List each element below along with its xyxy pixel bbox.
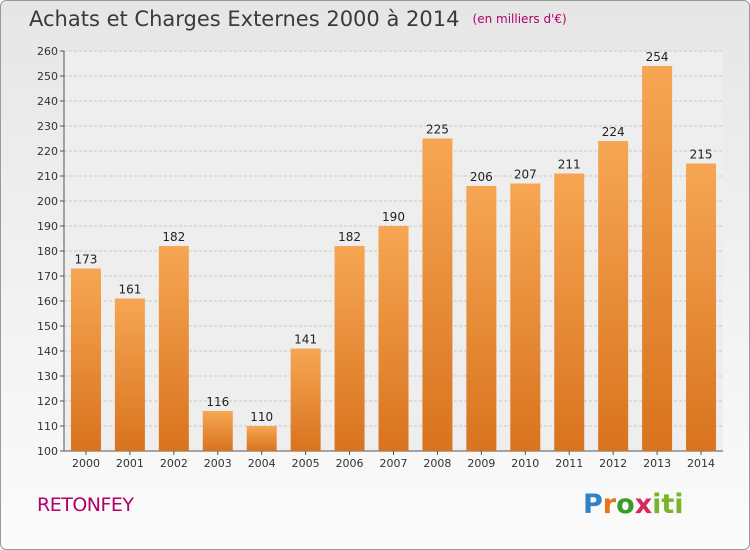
bar xyxy=(422,138,453,451)
bar xyxy=(466,186,497,451)
bar xyxy=(334,246,365,451)
data-label: 211 xyxy=(558,158,581,172)
y-tick-label: 260 xyxy=(37,45,58,58)
commune-name: RETONFEY xyxy=(37,494,134,516)
y-tick-label: 180 xyxy=(37,245,58,258)
y-tick-label: 100 xyxy=(37,445,58,458)
x-tick-label: 2001 xyxy=(116,457,144,470)
title-block: Achats et Charges Externes 2000 à 2014 (… xyxy=(29,7,567,31)
bar xyxy=(114,298,145,451)
y-tick-label: 170 xyxy=(37,270,58,283)
x-tick-label: 2008 xyxy=(423,457,451,470)
y-tick-label: 130 xyxy=(37,370,58,383)
x-tick-label: 2005 xyxy=(292,457,320,470)
data-label: 116 xyxy=(206,395,229,409)
y-tick-label: 220 xyxy=(37,145,58,158)
y-tick-label: 190 xyxy=(37,220,58,233)
x-tick-label: 2014 xyxy=(687,457,715,470)
x-tick-label: 2010 xyxy=(511,457,539,470)
x-tick-label: 2013 xyxy=(643,457,671,470)
data-label: 141 xyxy=(294,333,317,347)
x-tick-label: 2003 xyxy=(204,457,232,470)
data-label: 225 xyxy=(426,123,449,137)
y-tick-label: 160 xyxy=(37,295,58,308)
x-tick-label: 2009 xyxy=(467,457,495,470)
bar xyxy=(246,426,277,451)
x-tick-label: 2012 xyxy=(599,457,627,470)
y-tick-label: 120 xyxy=(37,395,58,408)
data-label: 224 xyxy=(602,125,625,139)
bar xyxy=(554,173,585,451)
data-label: 110 xyxy=(250,410,273,424)
data-label: 182 xyxy=(162,230,185,244)
y-tick-label: 200 xyxy=(37,195,58,208)
bar xyxy=(290,348,321,451)
bar xyxy=(378,226,409,451)
data-label: 206 xyxy=(470,170,493,184)
bar xyxy=(686,163,717,451)
x-tick-label: 2000 xyxy=(72,457,100,470)
y-tick-label: 230 xyxy=(37,120,58,133)
data-label: 182 xyxy=(338,230,361,244)
x-tick-label: 2011 xyxy=(555,457,583,470)
bar xyxy=(510,183,541,451)
y-tick-label: 140 xyxy=(37,345,58,358)
brand-logo: Proxiti xyxy=(583,489,684,520)
y-tick-label: 240 xyxy=(37,95,58,108)
bar xyxy=(158,246,189,451)
data-label: 190 xyxy=(382,210,405,224)
chart-title: Achats et Charges Externes 2000 à 2014 xyxy=(29,7,460,31)
data-label: 173 xyxy=(75,253,98,267)
y-tick-label: 150 xyxy=(37,320,58,333)
data-label: 207 xyxy=(514,168,537,182)
x-tick-label: 2002 xyxy=(160,457,188,470)
y-tick-label: 110 xyxy=(37,420,58,433)
data-label: 215 xyxy=(690,148,713,162)
y-tick-label: 210 xyxy=(37,170,58,183)
x-tick-label: 2004 xyxy=(248,457,276,470)
data-label: 254 xyxy=(646,50,669,64)
x-tick-label: 2006 xyxy=(336,457,364,470)
chart-subtitle: (en milliers d'€) xyxy=(472,12,567,26)
bar xyxy=(642,66,673,451)
bar xyxy=(598,141,629,451)
bar xyxy=(202,411,233,451)
x-tick-label: 2007 xyxy=(380,457,408,470)
y-tick-label: 250 xyxy=(37,70,58,83)
bar xyxy=(70,268,101,451)
data-label: 161 xyxy=(118,283,141,297)
